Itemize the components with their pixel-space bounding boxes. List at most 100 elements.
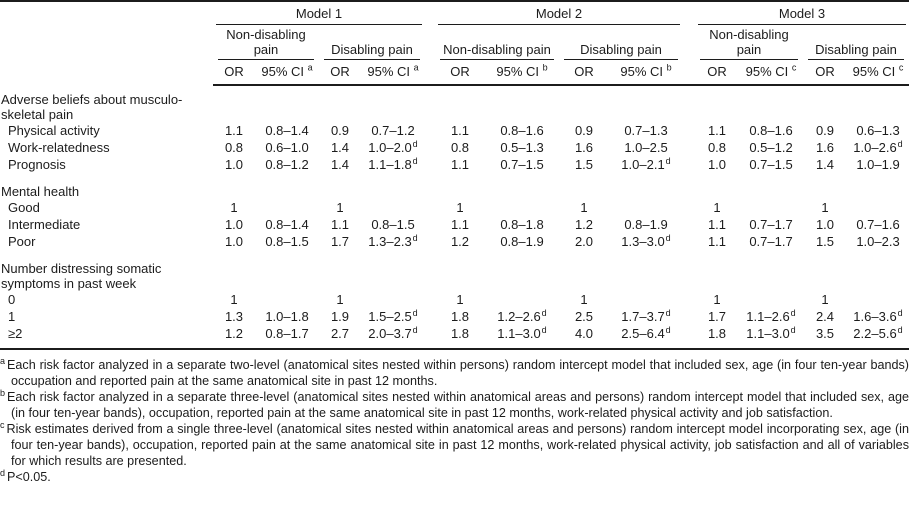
column-gap xyxy=(683,199,695,216)
model-2-label: Model 2 xyxy=(438,2,680,25)
or-value: 1 xyxy=(230,200,238,215)
ci-value: 0.7–1.7 xyxy=(749,217,793,232)
or-value: 1.0 xyxy=(224,234,244,249)
or-value: 1 xyxy=(336,292,344,307)
ci-value: 1.0–2.1d xyxy=(621,155,671,172)
row-label: Good xyxy=(8,200,40,215)
ci-value: 0.8–1.9 xyxy=(624,217,668,232)
ci-value: 0.8–1.8 xyxy=(500,217,544,232)
or-value: 1.0 xyxy=(224,157,244,172)
significance-marker: d xyxy=(412,232,418,243)
or-value: 1 xyxy=(230,292,238,307)
significance-marker: d xyxy=(897,324,903,335)
ci-value: 0.8–1.7 xyxy=(265,326,309,341)
significance-marker: d xyxy=(665,232,671,243)
column-gap xyxy=(425,233,435,250)
footnotes: a Each risk factor analyzed in a separate… xyxy=(0,356,909,485)
footnote-text: P<0.05. xyxy=(7,470,51,484)
ci-value: 2.5–6.4d xyxy=(621,324,671,341)
pain-type-header: Disabling pain xyxy=(803,25,909,60)
data-row: 0 1 1 1 1 1 1 xyxy=(0,291,909,308)
or-value: 1.2 xyxy=(574,217,594,232)
footnote-marker: b xyxy=(666,62,672,73)
or-value: 1 xyxy=(456,200,464,215)
column-gap xyxy=(425,291,435,308)
or-header: OR xyxy=(319,60,361,86)
or-value: 1 xyxy=(580,292,588,307)
non-disabling-pain-label: Non-disabling pain xyxy=(440,40,554,60)
ci-value xyxy=(739,199,803,216)
model-2-header: Model 2 xyxy=(435,1,683,25)
data-row: ≥2 1.2 0.8–1.7 2.7 2.0–3.7d 1.8 1.1–3.0d 4.0 2.5… xyxy=(0,325,909,349)
pain-type-header: Non-disabling pain xyxy=(213,25,319,60)
or-value: 1.1 xyxy=(450,157,470,172)
or-value: 1.8 xyxy=(450,309,470,324)
or-value: 1.4 xyxy=(330,140,350,155)
or-value: 1.6 xyxy=(815,140,835,155)
ci-value: 0.8–1.9 xyxy=(500,234,544,249)
ci-value: 1.0–1.8 xyxy=(265,309,309,324)
data-row: Work-relatedness 0.8 0.6–1.0 1.4 1.0–2.0d 0.8… xyxy=(0,139,909,156)
ci-value xyxy=(255,199,319,216)
column-gap xyxy=(683,291,695,308)
model-3-label: Model 3 xyxy=(698,2,906,25)
footnote-marker: d xyxy=(0,467,6,478)
ci-value: 1.2–2.6d xyxy=(497,307,547,324)
ci-value: 0.5–1.3 xyxy=(500,140,544,155)
footnote-d: d P<0.05. xyxy=(0,467,909,485)
ci-value: 2.2–5.6d xyxy=(853,324,903,341)
row-label: 0 xyxy=(8,292,16,307)
ci-value: 0.8–1.6 xyxy=(500,123,544,138)
row-label: Work-relatedness xyxy=(8,140,110,155)
significance-marker: d xyxy=(541,324,547,335)
row-label: Intermediate xyxy=(8,217,81,232)
significance-marker: d xyxy=(412,138,418,149)
footnote-text: Each risk factor analyzed in a separate … xyxy=(7,390,909,420)
or-value: 1.8 xyxy=(707,326,727,341)
or-value: 2.7 xyxy=(330,326,350,341)
ci-value: 0.7–1.6 xyxy=(856,217,900,232)
ci-value: 1.3–3.0d xyxy=(621,232,671,249)
results-table-body: Adverse beliefs about musculo-skeletal p… xyxy=(0,85,909,349)
ci-value xyxy=(739,291,803,308)
model-3-header: Model 3 xyxy=(695,1,909,25)
ci-value xyxy=(485,291,559,308)
column-gap xyxy=(425,139,435,156)
significance-marker: d xyxy=(790,307,796,318)
model-1-header: Model 1 xyxy=(213,1,425,25)
table-header: Model 1 Model 2 Model 3 Non-disabling pa… xyxy=(0,1,909,86)
row-label: Physical activity xyxy=(8,123,100,138)
data-row: Prognosis 1.0 0.8–1.2 1.4 1.1–1.8d 1.1 0.7–1.5… xyxy=(0,156,909,173)
non-disabling-pain-label: Non-disabling pain xyxy=(700,25,798,60)
model-1-label: Model 1 xyxy=(216,2,422,25)
ci-header: 95% CI c xyxy=(739,60,803,86)
ci-value: 1.0–2.5 xyxy=(624,140,668,155)
or-value: 1.0 xyxy=(707,157,727,172)
ci-value: 0.8–1.2 xyxy=(265,157,309,172)
row-label: ≥2 xyxy=(8,326,23,341)
ci-value xyxy=(847,291,909,308)
or-value: 1.0 xyxy=(815,217,835,232)
ci-value: 0.6–1.3 xyxy=(856,123,900,138)
or-value: 1.3 xyxy=(224,309,244,324)
or-value: 1 xyxy=(456,292,464,307)
data-row: Poor 1.0 0.8–1.5 1.7 1.3–2.3d 1.2 0.8–1.9 2.0 1.… xyxy=(0,233,909,250)
data-row: 1 1.3 1.0–1.8 1.9 1.5–2.5d 1.8 1.2–2.6d 2.5 1.7–… xyxy=(0,308,909,325)
or-header: OR xyxy=(803,60,847,86)
column-gap xyxy=(683,156,695,173)
column-gap xyxy=(683,233,695,250)
ci-value: 0.6–1.0 xyxy=(265,140,309,155)
or-header: OR xyxy=(213,60,255,86)
or-value: 1.1 xyxy=(330,217,350,232)
odds-ratio-table: Model 1 Model 2 Model 3 Non-disabling pa… xyxy=(0,0,909,349)
or-value: 0.8 xyxy=(224,140,244,155)
significance-marker: d xyxy=(665,307,671,318)
or-value: 0.9 xyxy=(574,123,594,138)
ci-header: 95% CI a xyxy=(255,60,319,86)
non-disabling-pain-label: Non-disabling pain xyxy=(218,25,314,60)
or-value: 1.7 xyxy=(330,234,350,249)
or-value: 1.1 xyxy=(224,123,244,138)
data-row: Physical activity 1.1 0.8–1.4 0.9 0.7–1.2 1.1… xyxy=(0,122,909,139)
ci-value: 1.6–3.6d xyxy=(853,307,903,324)
or-value: 1.0 xyxy=(224,217,244,232)
